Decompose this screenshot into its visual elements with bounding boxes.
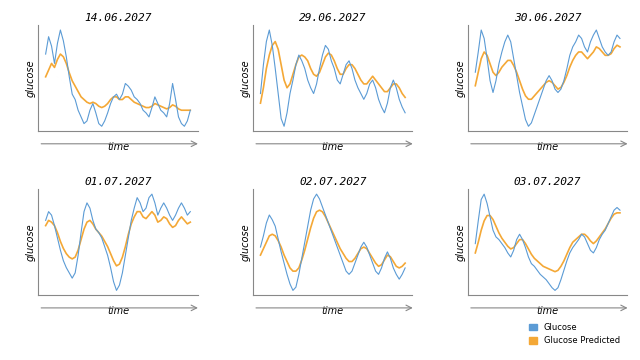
X-axis label: time: time xyxy=(536,142,559,152)
Y-axis label: glucose: glucose xyxy=(241,224,250,261)
X-axis label: time: time xyxy=(322,306,344,316)
Y-axis label: glucose: glucose xyxy=(26,59,36,97)
X-axis label: time: time xyxy=(107,306,129,316)
Y-axis label: glucose: glucose xyxy=(455,224,465,261)
Y-axis label: glucose: glucose xyxy=(241,59,250,97)
Title: 02.07.2027: 02.07.2027 xyxy=(299,177,367,187)
Y-axis label: glucose: glucose xyxy=(455,59,465,97)
X-axis label: time: time xyxy=(322,142,344,152)
Legend: Glucose, Glucose Predicted: Glucose, Glucose Predicted xyxy=(525,320,623,348)
Text: 14.06.2027: 14.06.2027 xyxy=(84,13,152,23)
X-axis label: time: time xyxy=(107,142,129,152)
Text: 01.07.2027: 01.07.2027 xyxy=(84,177,152,187)
X-axis label: time: time xyxy=(536,306,559,316)
Text: 29.06.2027: 29.06.2027 xyxy=(299,13,367,23)
Text: 30.06.2027: 30.06.2027 xyxy=(514,13,581,23)
Y-axis label: glucose: glucose xyxy=(26,224,36,261)
Text: 03.07.2027: 03.07.2027 xyxy=(514,177,581,187)
